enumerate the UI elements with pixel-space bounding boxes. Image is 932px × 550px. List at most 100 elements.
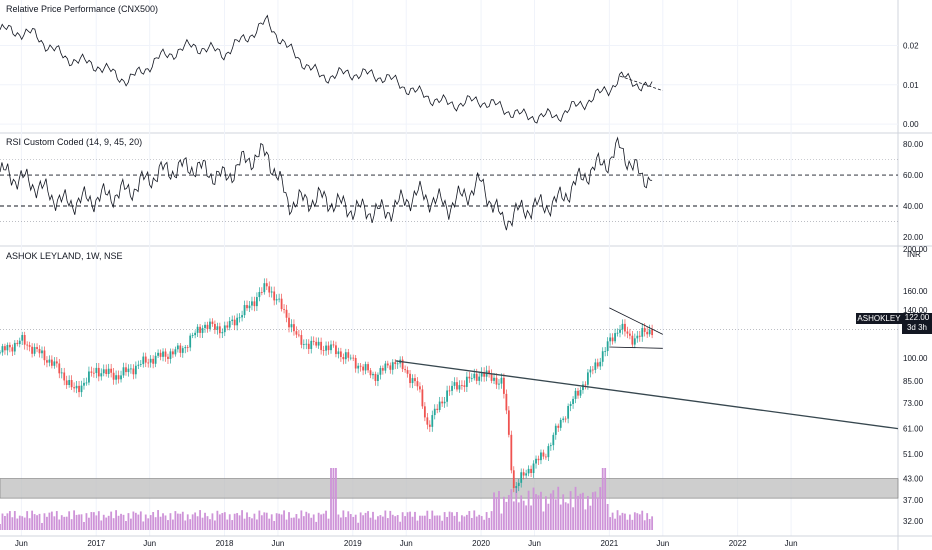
candle-body: [530, 468, 532, 474]
time-tick-label: 2020: [472, 539, 490, 548]
volume-bar: [265, 512, 268, 530]
candle-body: [532, 463, 535, 474]
candle-body: [88, 371, 90, 383]
candle-body: [90, 371, 93, 373]
candle: [265, 278, 268, 291]
candle: [522, 468, 525, 480]
time-tick-label: Jun: [528, 539, 541, 548]
candle: [574, 387, 577, 404]
candle: [85, 377, 88, 386]
rsi-pane-title: RSI Custom Coded (14, 9, 45, 20): [6, 137, 143, 147]
candle-body: [488, 370, 490, 375]
candle-body: [137, 364, 140, 366]
candle-body: [268, 286, 271, 293]
candle: [33, 343, 36, 357]
candle: [547, 443, 550, 462]
volume-bar: [137, 514, 140, 530]
candle: [0, 350, 1, 355]
price-tick-label: 100.00: [903, 354, 928, 363]
volume-bar: [300, 510, 303, 530]
candle-body: [53, 361, 56, 366]
candle: [90, 366, 93, 377]
volume-bar: [646, 513, 649, 530]
candle-body: [23, 335, 26, 345]
candle: [176, 342, 179, 353]
rsi-pane: [0, 136, 898, 231]
candle-body: [48, 359, 51, 363]
volume-bar: [582, 492, 584, 530]
volume-bar: [186, 514, 189, 530]
volume-bar: [364, 512, 367, 530]
candle: [414, 374, 416, 387]
candle-body: [280, 298, 283, 310]
candle-body: [540, 452, 542, 461]
volume-bar: [335, 468, 337, 530]
rsi-tick-label: 80.00: [903, 140, 924, 149]
candle: [1, 343, 4, 356]
candle: [105, 364, 108, 377]
volume-bar: [554, 499, 557, 530]
volume-bar: [557, 486, 560, 530]
volume-bar: [517, 502, 520, 530]
candle-body: [184, 347, 187, 349]
candle: [448, 385, 451, 396]
volume-bar: [275, 513, 278, 530]
candle-body: [236, 317, 239, 326]
candle-body: [396, 363, 399, 365]
candle: [278, 293, 281, 303]
candle-body: [251, 301, 253, 306]
volume-bar: [302, 516, 305, 530]
volume-bar: [433, 515, 436, 530]
candle-body: [295, 331, 298, 335]
candle-body: [58, 363, 61, 374]
volume-bar: [233, 513, 236, 530]
price-tick-label: 160.00: [903, 287, 928, 296]
volume-bar: [401, 512, 404, 530]
volume-bar: [325, 510, 327, 530]
volume-bar: [100, 520, 103, 530]
candle: [626, 326, 629, 339]
volume-bar: [26, 511, 29, 530]
candle-body: [362, 366, 365, 371]
candle-body: [426, 417, 429, 425]
candle-body: [293, 324, 295, 332]
candle: [238, 313, 241, 323]
price-pane-title: ASHOK LEYLAND, 1W, NSE: [6, 251, 123, 261]
candle: [268, 281, 271, 298]
candle-body: [379, 368, 382, 375]
candle-body: [211, 321, 214, 324]
volume-bar: [537, 495, 540, 530]
candle-body: [149, 358, 152, 363]
candle-body: [377, 374, 379, 381]
candle: [194, 330, 197, 339]
candle-body: [310, 340, 313, 349]
volume-bar: [628, 514, 631, 530]
candle: [478, 371, 481, 386]
candle-body: [552, 434, 555, 446]
candle: [488, 365, 490, 378]
volume-bar: [643, 520, 646, 530]
volume-bar: [157, 510, 159, 530]
volume-bar: [184, 520, 187, 530]
candle-body: [438, 401, 441, 410]
volume-bar: [426, 510, 429, 530]
candle-body: [614, 333, 616, 342]
candle: [352, 354, 355, 362]
candle-body: [162, 351, 164, 357]
candle-body: [431, 415, 434, 427]
candle: [589, 366, 592, 378]
volume-bar: [6, 513, 9, 530]
volume-bar: [285, 519, 288, 530]
volume-bar: [115, 510, 117, 530]
volume-bar: [68, 511, 71, 530]
candle-body: [374, 373, 377, 381]
volume-bar: [379, 515, 382, 530]
candle-body: [414, 378, 416, 382]
volume-bar: [495, 497, 498, 530]
candle: [473, 368, 476, 381]
candle: [80, 380, 83, 397]
volume-bar: [204, 512, 206, 530]
volume-bar: [362, 515, 365, 530]
